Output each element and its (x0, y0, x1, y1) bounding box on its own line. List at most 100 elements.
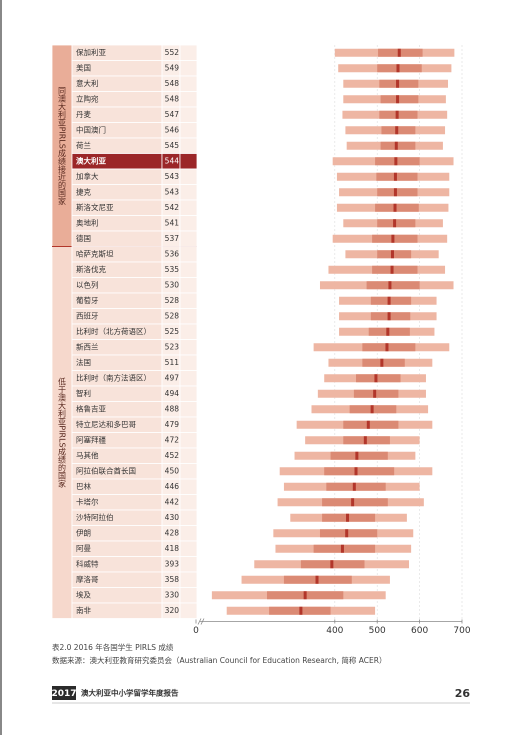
x-tick-label: 400 (326, 626, 343, 636)
country-name: 澳大利亚 (76, 155, 106, 165)
mean-marker (393, 203, 397, 212)
x-tick-label: 600 (411, 626, 428, 636)
mean-marker (395, 126, 399, 135)
mean-marker (390, 265, 394, 274)
mean-marker (391, 234, 395, 243)
country-name: 奥地利 (76, 217, 99, 227)
country-name: 智利 (76, 388, 91, 398)
country-name: 科威特 (76, 558, 99, 568)
inner-range (377, 250, 412, 259)
mean-marker (396, 64, 400, 73)
country-name: 以色列 (76, 279, 99, 289)
mean-marker (363, 436, 367, 445)
score-label: 545 (165, 141, 180, 150)
score-label: 543 (165, 172, 180, 181)
mean-marker (373, 389, 377, 398)
blank-cell (179, 277, 198, 294)
score-label: 548 (165, 79, 180, 88)
caption: 表2.0 2016 年各国学生 PIRLS 成绩 (52, 642, 174, 652)
blank-cell (179, 385, 198, 402)
blank-cell (179, 339, 198, 356)
blank-cell (179, 556, 198, 573)
mean-marker (366, 420, 370, 429)
inner-range (377, 219, 416, 228)
country-name: 格鲁吉亚 (76, 403, 106, 413)
inner-range (326, 482, 386, 491)
axis-break (197, 618, 205, 625)
mean-marker (396, 79, 400, 88)
mean-marker (351, 498, 355, 507)
country-name: 西班牙 (76, 310, 99, 320)
country-name: 德国 (76, 233, 91, 243)
x-tick-label: 700 (453, 626, 470, 636)
blank-cell (179, 184, 198, 201)
country-name: 荷兰 (76, 140, 91, 150)
blank-cell (179, 447, 198, 464)
country-name: 斯洛伐克 (76, 264, 106, 274)
mean-marker (345, 529, 349, 538)
mean-marker (394, 141, 398, 150)
score-label: 548 (165, 94, 180, 103)
x-tick-label: 500 (369, 626, 386, 636)
score-label: 330 (165, 590, 180, 599)
year-box (52, 686, 76, 700)
blank-cell (179, 602, 198, 619)
score-label: 547 (165, 110, 180, 119)
blank-cell (179, 261, 198, 278)
country-name: 卡塔尔 (76, 496, 99, 506)
footer-title: 澳大利亚中小学留学年度报告 (81, 688, 179, 698)
country-name: 加拿大 (76, 171, 99, 181)
inner-range (322, 498, 388, 507)
score-label: 450 (165, 466, 180, 475)
mean-marker (393, 188, 397, 197)
country-name: 比利时（南方法语区） (76, 372, 151, 382)
blank-cell (179, 354, 198, 371)
country-name: 美国 (76, 62, 91, 72)
blank-cell (179, 44, 198, 61)
country-name: 阿曼 (76, 544, 91, 553)
blank-cell (179, 168, 198, 185)
score-label: 528 (165, 311, 180, 320)
blank-cell (179, 137, 198, 154)
country-name: 比利时（北方荷语区） (76, 326, 151, 336)
score-label: 546 (165, 125, 180, 134)
country-name: 新西兰 (76, 341, 99, 351)
mean-marker (340, 544, 344, 553)
mean-marker (387, 312, 391, 321)
mean-marker (388, 281, 392, 290)
country-name: 南非 (76, 605, 91, 615)
mean-marker (330, 560, 334, 569)
score-label: 541 (165, 218, 180, 227)
group-label: 低于澳大利亚PIRLS成绩的国家 (58, 376, 67, 487)
inner-range (377, 188, 418, 197)
blank-cell (179, 370, 198, 387)
blank-cell (179, 246, 198, 263)
blank-cell (179, 292, 198, 309)
score-label: 536 (165, 249, 180, 258)
mean-marker (394, 157, 398, 166)
mean-marker (393, 219, 397, 228)
country-name: 埃及 (76, 589, 91, 599)
mean-marker (355, 451, 359, 460)
country-name: 斯洛文尼亚 (76, 202, 114, 212)
country-name: 伊朗 (76, 527, 91, 537)
country-name: 葡萄牙 (76, 295, 99, 305)
blank-cell (179, 91, 198, 108)
inner-range (330, 451, 388, 460)
blank-cell (179, 60, 198, 77)
inner-range (366, 281, 420, 290)
blank-cell (179, 106, 198, 123)
mean-marker (395, 110, 399, 119)
blank-cell (179, 75, 198, 92)
country-name: 特立尼达和多巴哥 (76, 419, 136, 429)
mean-marker (386, 327, 390, 336)
country-name: 巴林 (76, 481, 91, 491)
mean-marker (354, 467, 358, 476)
score-label: 320 (165, 606, 180, 615)
blank-cell (179, 199, 198, 216)
country-name: 哈萨克斯坦 (76, 248, 114, 258)
blank-cell (179, 401, 198, 418)
score-label: 358 (165, 575, 180, 584)
blank-cell (179, 540, 198, 557)
score-label: 549 (165, 63, 180, 72)
